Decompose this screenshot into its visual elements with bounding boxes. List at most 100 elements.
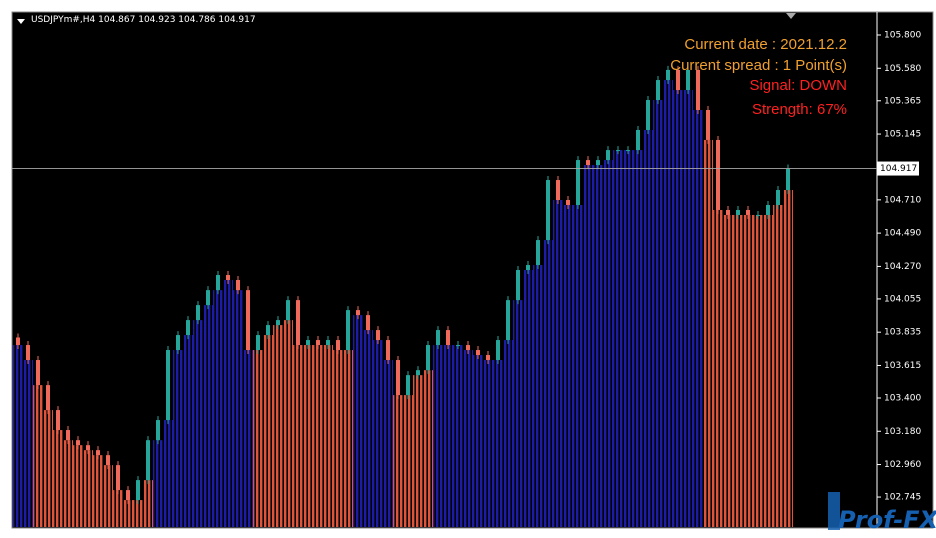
candle-body	[46, 385, 50, 411]
trend-histogram-bar	[713, 209, 723, 528]
candle-body	[326, 340, 330, 346]
candle-body	[156, 420, 160, 441]
trend-histogram-bar	[103, 465, 113, 527]
trend-histogram-bar	[143, 480, 153, 527]
candle-body	[246, 290, 250, 351]
trend-histogram-bar	[653, 100, 663, 527]
candle-body	[456, 345, 460, 347]
candle-body	[176, 335, 180, 351]
trend-histogram-bar	[73, 445, 83, 527]
candle-body	[746, 209, 750, 215]
y-tick-label: 103.615	[884, 361, 921, 371]
menu-triangle[interactable]	[17, 19, 25, 24]
trend-histogram-bar	[513, 300, 523, 527]
trend-histogram-bar	[373, 340, 383, 527]
trend-histogram-bar	[213, 290, 223, 527]
candle-body	[106, 455, 110, 466]
candle-body	[166, 350, 170, 421]
candle-body	[666, 69, 670, 81]
candle-body	[376, 330, 380, 341]
candle-body	[726, 209, 730, 215]
candle-body	[786, 168, 790, 191]
trend-histogram-bar	[363, 330, 373, 527]
watermark-bar	[828, 492, 840, 530]
candle-body	[566, 200, 570, 205]
trend-histogram-bar	[323, 345, 333, 527]
trend-histogram-bar	[153, 440, 163, 527]
candle-body	[116, 465, 120, 491]
trend-histogram-bar	[253, 350, 263, 527]
trend-histogram-bar	[663, 80, 673, 527]
trend-histogram-bar	[343, 350, 353, 527]
candle-body	[146, 440, 150, 481]
annotation: Signal: DOWN	[749, 77, 847, 94]
candle-layer	[16, 65, 790, 505]
candle-body	[646, 100, 650, 130]
trend-histogram-bar	[493, 360, 503, 527]
y-tick-label: 104.490	[884, 229, 921, 239]
candle-body	[736, 209, 740, 215]
candle-body	[66, 430, 70, 441]
trend-histogram-bar	[333, 350, 343, 527]
candle-body	[16, 337, 20, 346]
candle-body	[336, 340, 340, 351]
candle-body	[716, 139, 720, 210]
y-tick-label: 105.580	[884, 64, 921, 74]
trend-histogram-bar	[753, 214, 763, 527]
candle-body	[196, 305, 200, 321]
candle-body	[76, 440, 80, 446]
trend-histogram-bar	[433, 345, 443, 527]
candle-body	[626, 150, 630, 152]
candle-body	[186, 320, 190, 336]
trend-histogram-bar	[23, 360, 33, 527]
trend-histogram-bar	[683, 90, 693, 527]
trend-histogram-bar	[13, 345, 23, 527]
candle-body	[466, 345, 470, 351]
candle-body	[366, 315, 370, 331]
trend-histogram-bar	[703, 139, 713, 528]
trend-histogram-bar	[543, 240, 553, 528]
trend-histogram-bar	[273, 325, 283, 527]
y-tick-label: 105.365	[884, 96, 921, 106]
trend-histogram-bar	[183, 335, 193, 527]
candle-body	[296, 300, 300, 346]
candle-body	[616, 150, 620, 152]
candle-body	[756, 214, 760, 216]
trend-histogram-bar	[403, 395, 413, 527]
candle-body	[586, 160, 590, 166]
trend-histogram-bar	[723, 214, 733, 527]
candle-body	[136, 480, 140, 501]
annotation: Strength: 67%	[752, 101, 847, 118]
candle-body	[26, 345, 30, 361]
trend-histogram-bar	[613, 150, 623, 527]
trend-histogram-bar	[313, 345, 323, 527]
candle-body	[406, 375, 410, 396]
trend-histogram-bar	[743, 214, 753, 527]
trend-histogram-bar	[33, 385, 43, 527]
trend-histogram-bar	[733, 214, 743, 527]
y-tick-label: 103.400	[884, 393, 921, 403]
trend-histogram-bar	[53, 430, 63, 527]
trend-histogram-bar	[63, 440, 73, 527]
y-tick-label: 103.835	[884, 328, 921, 338]
candle-body	[516, 270, 520, 301]
candle-body	[266, 325, 270, 336]
candle-body	[596, 160, 600, 166]
candle-body	[696, 69, 700, 111]
candle-body	[126, 490, 130, 501]
candle-body	[546, 180, 550, 241]
candle-body	[446, 330, 450, 346]
trend-histogram-bar	[123, 500, 133, 527]
trend-histogram-bar	[623, 150, 633, 527]
candle-body	[576, 160, 580, 205]
candle-body	[86, 445, 90, 451]
trend-histogram-bar	[633, 150, 643, 527]
candle-body	[316, 340, 320, 346]
candle-body	[36, 360, 40, 386]
watermark: Prof-FX	[838, 506, 936, 534]
candle-body	[416, 370, 420, 376]
y-tick-label: 102.745	[884, 493, 921, 503]
annotation: Current spread : 1 Point(s)	[670, 57, 847, 74]
candle-body	[216, 275, 220, 291]
